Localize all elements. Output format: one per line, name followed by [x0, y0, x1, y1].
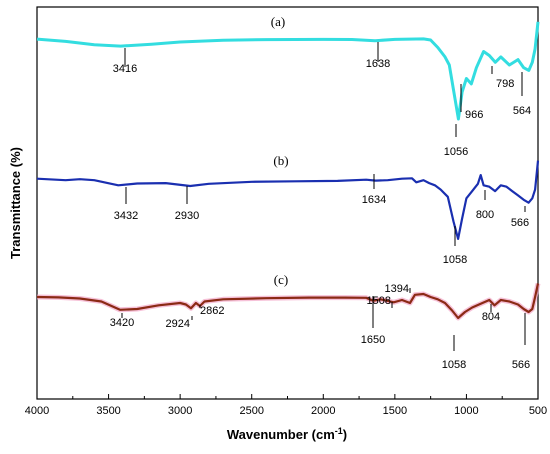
peak-annotations: 3416 1638 966 1056 798 564 3432 2930 1634 1058 800…	[110, 42, 531, 371]
x-tick-label: 4000	[25, 405, 49, 417]
peak-label: 1650	[361, 334, 385, 346]
x-axis-title-superscript: -1	[335, 426, 343, 436]
peak-label: 798	[496, 78, 514, 90]
curve-label-c: (c)	[274, 272, 288, 287]
peak-label: 3432	[114, 210, 138, 222]
y-axis-title: Transmittance (%)	[8, 147, 23, 259]
curve-label-b: (b)	[273, 153, 288, 168]
peak-label: 1056	[444, 146, 468, 158]
peak-label: 1638	[366, 58, 390, 70]
x-axis-title-main: Wavenumber (cm	[227, 427, 335, 442]
peak-label: 2862	[200, 305, 224, 317]
peak-label: 1394	[385, 283, 409, 295]
peak-label: 800	[476, 209, 494, 221]
peak-label: 1508	[367, 295, 391, 307]
series-line-a	[36, 21, 540, 121]
peak-label: 3416	[113, 63, 137, 75]
x-tick-label: 2000	[311, 405, 335, 417]
x-axis-title: Wavenumber (cm-1)	[227, 426, 347, 442]
peak-label: 564	[513, 105, 531, 117]
peak-label: 2930	[175, 210, 199, 222]
peak-label: 1058	[443, 254, 467, 266]
series-line-b	[36, 160, 540, 240]
x-tick-label: 2500	[239, 405, 263, 417]
peak-label: 1058	[442, 359, 466, 371]
peak-label: 566	[512, 359, 530, 371]
series-line-c	[36, 283, 540, 320]
curve-label-a: (a)	[271, 14, 285, 29]
x-tick-label: 1500	[383, 405, 407, 417]
x-tick-label: 1000	[454, 405, 478, 417]
x-axis-title-close: )	[343, 427, 347, 442]
x-axis-ticks: 4000 3500 3000 2500 2000 1500 1000 500	[25, 394, 547, 417]
peak-label: 966	[465, 109, 483, 121]
spectra	[36, 21, 541, 321]
x-tick-label: 3500	[96, 405, 120, 417]
x-tick-label: 500	[529, 405, 547, 417]
x-tick-label: 3000	[168, 405, 192, 417]
peak-label: 804	[482, 311, 500, 323]
peak-label: 566	[511, 217, 529, 229]
peak-label: 3420	[110, 317, 134, 329]
peak-label: 2924	[166, 318, 190, 330]
peak-label: 1634	[362, 194, 386, 206]
